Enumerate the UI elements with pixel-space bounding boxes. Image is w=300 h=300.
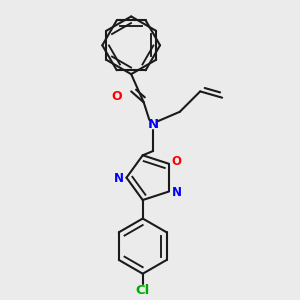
Text: O: O [172,155,182,168]
Text: N: N [172,186,182,199]
Text: N: N [114,172,124,185]
Text: N: N [148,118,159,131]
Text: O: O [112,90,122,103]
Text: Cl: Cl [136,284,150,298]
